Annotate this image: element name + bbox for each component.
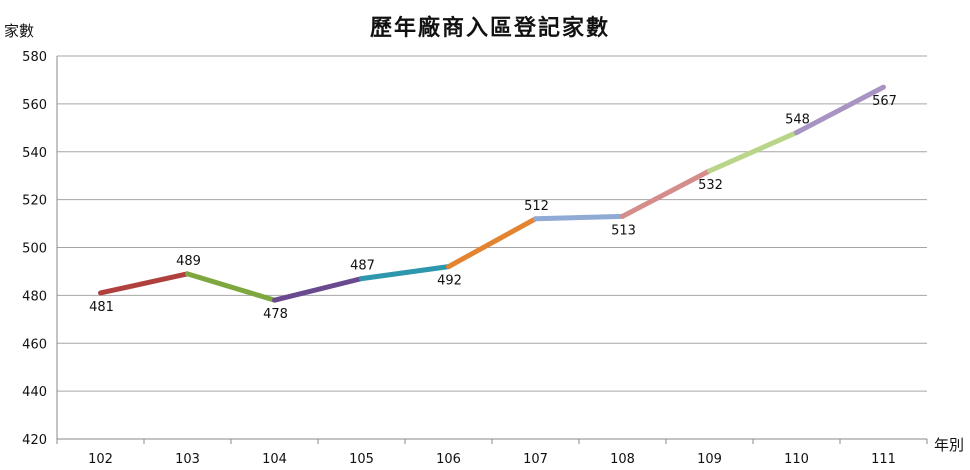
data-label: 487 (350, 259, 375, 274)
series-line-segment (272, 276, 364, 303)
x-tick-label: 109 (697, 452, 722, 467)
x-tick-label: 105 (349, 452, 374, 467)
y-tick-label: 480 (22, 289, 47, 304)
x-tick-label: 107 (523, 452, 548, 467)
data-label: 512 (524, 199, 549, 214)
x-tick-label: 111 (871, 452, 896, 467)
x-tick-label: 106 (436, 452, 461, 467)
x-tick-label: 102 (88, 452, 113, 467)
series-line-segment (446, 216, 538, 270)
y-tick-label: 440 (22, 385, 47, 400)
y-tick-label: 520 (22, 194, 47, 209)
data-label: 532 (698, 178, 723, 193)
data-label: 489 (176, 254, 201, 269)
y-tick-label: 540 (22, 146, 47, 161)
series-line-segment (533, 213, 625, 222)
y-tick-label: 420 (22, 433, 47, 448)
data-label: 567 (872, 94, 897, 109)
x-tick-label: 108 (610, 452, 635, 467)
x-tick-label: 103 (175, 452, 200, 467)
y-tick-label: 580 (22, 50, 47, 65)
y-tick-label: 500 (22, 242, 47, 257)
series-line-segment (98, 271, 190, 296)
data-label: 481 (89, 300, 114, 315)
y-tick-label: 460 (22, 337, 47, 352)
series-line-segment (620, 168, 712, 219)
y-axis-title: 家數 (4, 22, 35, 40)
data-label: 492 (437, 274, 462, 289)
series-line-segment (707, 130, 799, 174)
series-line-segment (359, 264, 451, 282)
chart-title: 歷年廠商入區登記家數 (369, 15, 610, 41)
series-line-segment (794, 84, 886, 136)
data-label: 513 (611, 223, 636, 238)
y-tick-label: 560 (22, 98, 47, 113)
series-line-segment (185, 271, 277, 303)
data-label: 548 (785, 113, 810, 128)
x-tick-label: 110 (784, 452, 809, 467)
x-axis-title: 年別 (934, 436, 965, 454)
data-label: 478 (263, 307, 288, 322)
x-tick-label: 104 (262, 452, 287, 467)
